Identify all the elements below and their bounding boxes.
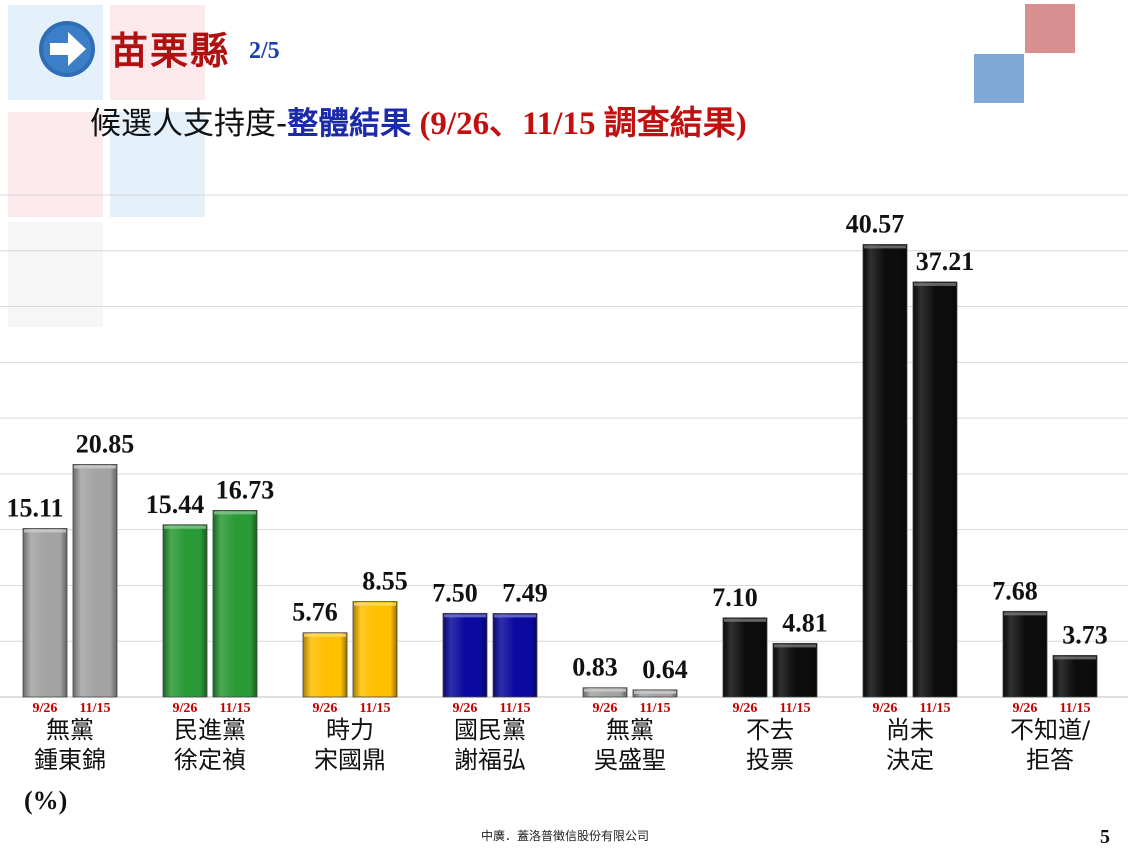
- subtitle-part3: (9/26、11/15 調查結果): [411, 106, 747, 142]
- date-label: 9/26: [873, 701, 898, 716]
- bar-highlight: [24, 529, 66, 533]
- data-label: 7.10: [712, 583, 758, 612]
- subtitle-part1: 候選人支持度-: [90, 106, 288, 142]
- bar-highlight: [1004, 612, 1046, 616]
- date-label: 9/26: [173, 701, 198, 716]
- date-label: 11/15: [779, 701, 810, 716]
- bar: [1052, 654, 1098, 698]
- date-label: 11/15: [219, 701, 250, 716]
- bar: [442, 612, 488, 698]
- bar-highlight: [354, 602, 396, 606]
- bar: [772, 642, 818, 698]
- bar: [912, 281, 958, 698]
- decor-square: [110, 112, 205, 217]
- category-label: 謝福弘: [454, 746, 526, 774]
- data-label: 0.83: [572, 653, 618, 682]
- unit-label: (%): [24, 786, 68, 815]
- category-label: 決定: [886, 746, 934, 774]
- category-label: 徐定禎: [174, 746, 246, 774]
- data-label: 8.55: [362, 567, 408, 596]
- bar: [1002, 610, 1048, 698]
- bar-highlight: [164, 525, 206, 529]
- category-label: 拒答: [1026, 746, 1074, 774]
- bar: [492, 613, 538, 698]
- bar: [302, 632, 348, 698]
- category-label: 無黨: [46, 716, 94, 744]
- date-label: 9/26: [733, 701, 758, 716]
- data-label: 40.57: [846, 209, 905, 238]
- page-number: 5: [1100, 826, 1110, 848]
- bar-highlight: [584, 688, 626, 692]
- category-label: 時力: [326, 716, 374, 744]
- bar: [212, 509, 258, 698]
- bar-highlight: [724, 618, 766, 622]
- decor-square: [110, 5, 205, 100]
- category-label: 鍾東錦: [34, 746, 106, 774]
- category-label: 不去: [746, 716, 794, 744]
- bar-highlight: [864, 245, 906, 249]
- category-label: 民進黨: [174, 716, 246, 744]
- data-label: 4.81: [782, 608, 828, 637]
- data-label: 15.44: [146, 490, 205, 519]
- decor-square: [8, 222, 103, 327]
- category-label: 投票: [746, 746, 794, 774]
- arrow-right-icon: [39, 21, 95, 77]
- bar-highlight: [214, 511, 256, 515]
- date-label: 9/26: [1013, 701, 1038, 716]
- category-label: 宋國鼎: [314, 746, 386, 774]
- bar-highlight: [634, 690, 676, 694]
- date-label: 9/26: [33, 701, 58, 716]
- date-label: 11/15: [919, 701, 950, 716]
- bar: [72, 464, 118, 698]
- data-label: 37.21: [916, 247, 975, 276]
- bar: [22, 528, 68, 698]
- decor-square-blue: [974, 54, 1024, 103]
- data-label: 0.64: [642, 655, 688, 684]
- data-label: 20.85: [76, 429, 135, 458]
- bar-highlight: [304, 633, 346, 637]
- date-label: 9/26: [313, 701, 338, 716]
- county-title: 苗栗縣: [110, 29, 231, 73]
- data-label: 7.50: [432, 578, 478, 607]
- bar-highlight: [914, 282, 956, 286]
- data-label: 7.68: [992, 576, 1038, 605]
- date-label: 9/26: [593, 701, 618, 716]
- bar: [862, 244, 908, 698]
- date-label: 11/15: [1059, 701, 1090, 716]
- category-label: 不知道/: [1010, 716, 1091, 744]
- category-label: 吳盛聖: [594, 746, 666, 774]
- data-label: 15.11: [6, 493, 63, 522]
- bar: [352, 601, 398, 698]
- footer-company: 中廣．蓋洛普徵信股份有限公司: [480, 829, 649, 843]
- category-label: 無黨: [606, 716, 654, 744]
- bar-highlight: [74, 465, 116, 469]
- date-label: 11/15: [499, 701, 530, 716]
- bar: [722, 617, 768, 698]
- date-label: 11/15: [359, 701, 390, 716]
- date-label: 11/15: [79, 701, 110, 716]
- category-label: 尚未: [886, 716, 934, 744]
- date-label: 9/26: [453, 701, 478, 716]
- subtitle-part2: 整體結果: [287, 106, 412, 142]
- decor-square-red: [1025, 4, 1075, 53]
- bar: [582, 687, 628, 698]
- bar-highlight: [444, 614, 486, 618]
- bar-highlight: [494, 614, 536, 618]
- category-label: 國民黨: [454, 716, 526, 744]
- date-label: 11/15: [639, 701, 670, 716]
- data-label: 7.49: [502, 578, 548, 607]
- bar-highlight: [774, 644, 816, 648]
- data-label: 3.73: [1062, 620, 1108, 649]
- page-fraction: 2/5: [249, 38, 280, 64]
- data-label: 16.73: [216, 475, 275, 504]
- data-label: 5.76: [292, 598, 338, 627]
- chart-subtitle: 候選人支持度-整體結果 (9/26、11/15 調查結果): [90, 96, 747, 144]
- decor-square: [8, 112, 103, 217]
- bar: [162, 524, 208, 698]
- bar-highlight: [1054, 656, 1096, 660]
